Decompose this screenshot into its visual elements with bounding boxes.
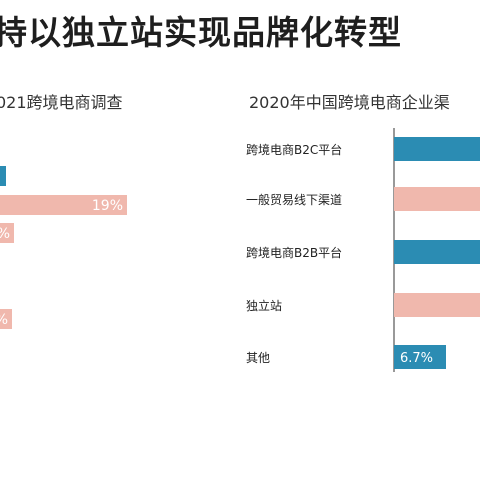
right-bar-4 bbox=[394, 345, 446, 369]
right-chart-title: 2020年中国跨境电商企业渠 bbox=[249, 93, 450, 112]
right-category-label-0: 跨境电商B2C平台 bbox=[246, 142, 342, 157]
right-bar-label-4: 6.7% bbox=[400, 351, 433, 366]
left-chart: 19%%% bbox=[0, 166, 127, 329]
left-bar-2 bbox=[0, 223, 14, 243]
right-category-label-1: 一般贸易线下渠道 bbox=[246, 192, 342, 207]
right-category-label-2: 跨境电商B2B平台 bbox=[246, 245, 342, 260]
left-bar-4 bbox=[0, 309, 12, 329]
right-category-label-4: 其他 bbox=[246, 351, 270, 365]
left-bar-0 bbox=[0, 166, 6, 186]
right-category-label-3: 独立站 bbox=[246, 298, 282, 313]
left-chart-title: 021跨境电商调查 bbox=[0, 93, 123, 112]
left-bar-label-1: 19% bbox=[92, 198, 123, 214]
right-bar-3 bbox=[394, 293, 480, 317]
right-bar-2 bbox=[394, 240, 480, 264]
right-bar-0 bbox=[394, 137, 480, 161]
left-bar-label-2: % bbox=[0, 226, 10, 242]
right-bar-1 bbox=[394, 187, 480, 211]
left-bar-label-4: % bbox=[0, 312, 8, 328]
left-bar-1 bbox=[0, 195, 127, 215]
page-headline: 持以独立站实现品牌化转型 bbox=[0, 13, 402, 52]
